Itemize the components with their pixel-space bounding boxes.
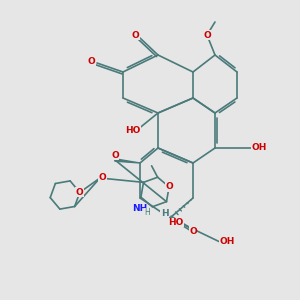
Text: O: O: [76, 188, 84, 197]
Text: O: O: [111, 151, 119, 160]
Text: O: O: [189, 226, 197, 236]
Text: HO: HO: [168, 218, 183, 227]
Text: O: O: [98, 173, 106, 182]
Text: OH: OH: [220, 238, 235, 247]
Polygon shape: [115, 159, 140, 163]
Text: O: O: [132, 31, 140, 40]
Text: NH: NH: [132, 204, 147, 213]
Text: O: O: [88, 57, 95, 66]
Text: H: H: [145, 208, 150, 217]
Text: O: O: [203, 31, 211, 40]
Text: H: H: [161, 209, 168, 218]
Text: HO: HO: [125, 125, 140, 134]
Text: O: O: [165, 182, 173, 191]
Text: OH: OH: [252, 143, 267, 152]
